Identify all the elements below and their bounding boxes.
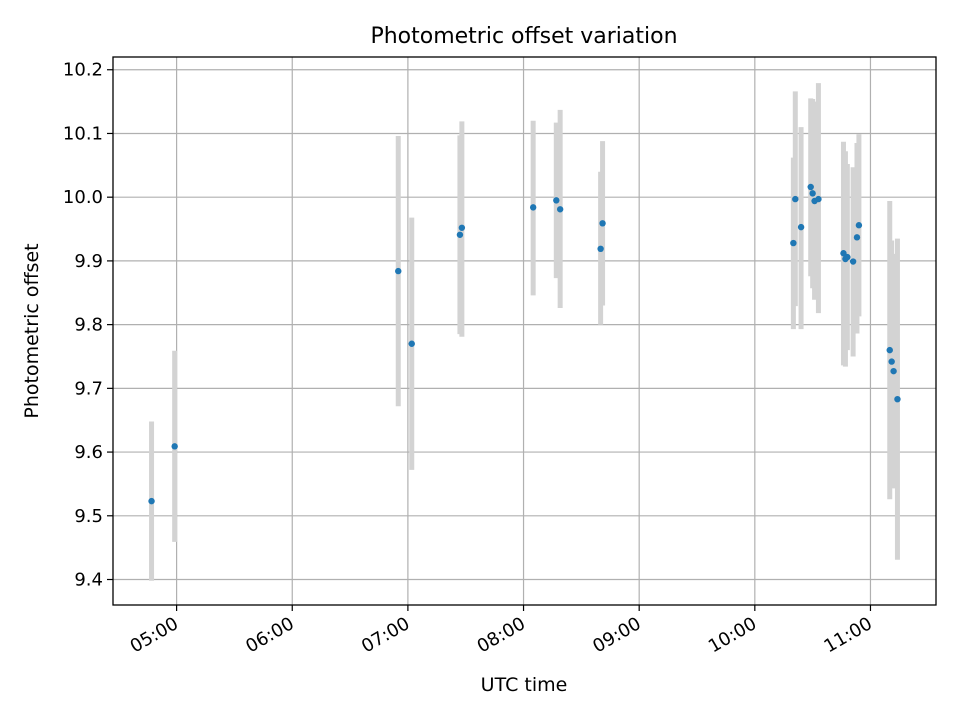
chart-title: Photometric offset variation <box>370 24 677 49</box>
data-point <box>171 443 178 450</box>
data-point <box>797 223 805 231</box>
data-point <box>790 239 797 247</box>
y-axis-ticks: 9.4 9.5 9.6 9.7 9.8 9.9 10.0 10.1 10.2 <box>63 60 113 591</box>
data-point <box>458 224 466 231</box>
grid-lines <box>113 57 936 605</box>
data-point <box>807 183 814 191</box>
data-point <box>890 367 897 375</box>
data-point <box>792 195 799 203</box>
y-tick-label: 9.4 <box>74 570 103 591</box>
y-tick-label: 10.0 <box>63 187 103 208</box>
x-axis-label: UTC time <box>481 674 568 696</box>
y-tick-label: 9.9 <box>74 251 103 272</box>
y-tick-label: 10.2 <box>63 60 103 81</box>
data-point <box>395 267 402 275</box>
data-point <box>456 231 464 238</box>
y-tick-label: 10.1 <box>63 123 103 144</box>
data-point <box>599 220 606 227</box>
data-point <box>815 195 822 203</box>
data-point <box>553 197 560 204</box>
y-tick-label: 9.5 <box>74 506 103 527</box>
data-point <box>844 253 851 261</box>
data-point <box>894 395 901 403</box>
data-point <box>888 358 895 365</box>
y-tick-label: 9.8 <box>74 315 103 336</box>
data-point <box>849 258 857 265</box>
y-axis-label: Photometric offset <box>21 243 43 418</box>
data-point <box>556 206 564 213</box>
y-tick-label: 9.6 <box>74 442 103 463</box>
plot-area-frame <box>112 56 937 606</box>
y-tick-label: 9.7 <box>74 378 103 399</box>
data-point <box>853 234 861 241</box>
data-point <box>886 346 893 354</box>
data-point <box>148 497 155 505</box>
data-points <box>148 183 901 505</box>
data-point <box>529 204 537 211</box>
data-point <box>597 245 604 252</box>
data-point <box>408 340 415 347</box>
data-point <box>855 222 863 229</box>
data-point <box>809 190 816 197</box>
